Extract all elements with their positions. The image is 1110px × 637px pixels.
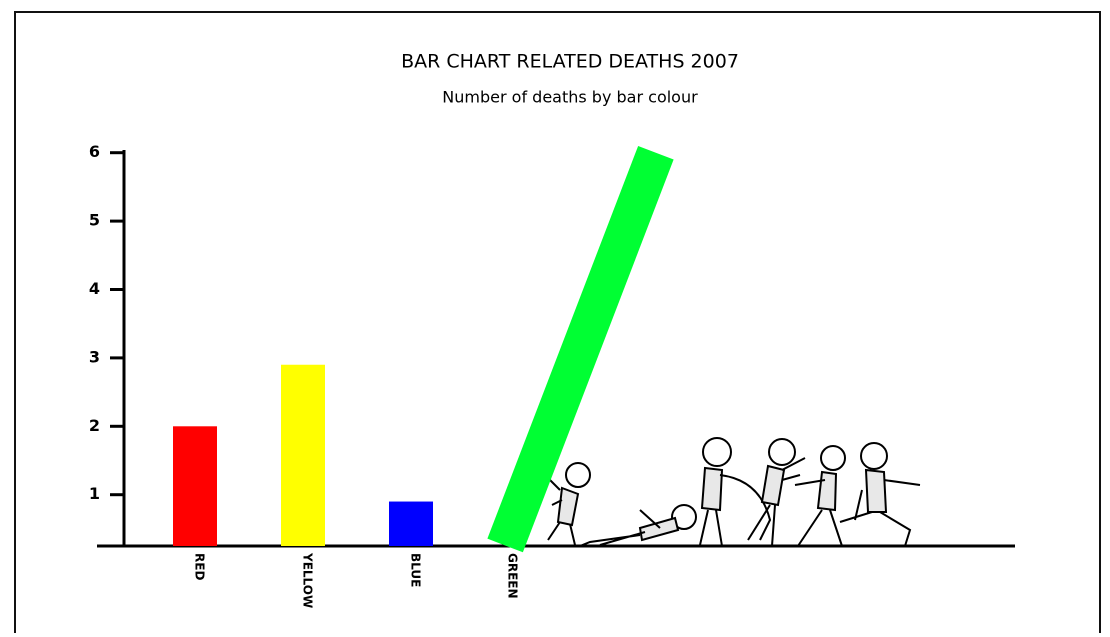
y-tick-label: 3: [89, 347, 100, 366]
x-tick-label: RED: [193, 553, 207, 580]
chart-title: BAR CHART RELATED DEATHS 2007: [401, 51, 739, 73]
y-tick-label: 2: [89, 416, 100, 435]
bar: [389, 501, 433, 546]
x-tick-label: BLUE: [409, 553, 423, 587]
stick-figures: [547, 437, 921, 547]
y-tick-label: 1: [89, 484, 100, 503]
bar: [487, 145, 674, 553]
bar: [173, 426, 217, 546]
chart-subtitle: Number of deaths by bar colour: [442, 88, 698, 107]
x-tick-label: YELLOW: [301, 552, 315, 608]
frame: [14, 11, 1101, 633]
x-tick-label: GREEN: [506, 553, 520, 599]
y-tick-label: 5: [89, 211, 100, 230]
y-tick-label: 6: [89, 142, 100, 161]
y-tick-label: 4: [89, 279, 100, 298]
bar: [281, 364, 325, 546]
